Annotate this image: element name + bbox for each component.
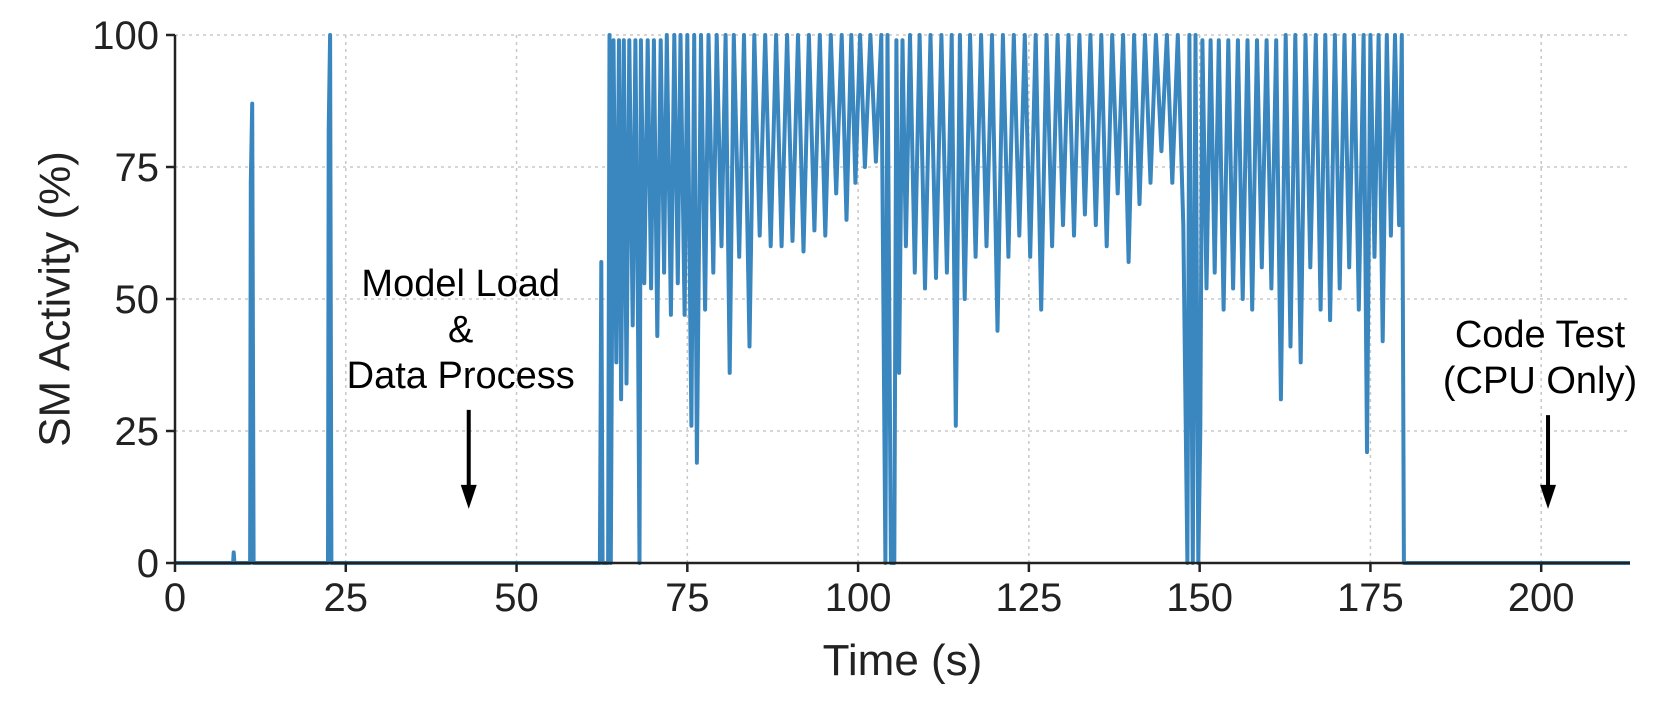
x-tick-label: 100 [825,576,892,620]
y-tick-label: 0 [137,542,159,586]
axes [166,33,1630,572]
y-axis-title: SM Activity (%) [31,151,80,447]
x-axis-title: Time (s) [823,636,983,685]
x-tick-label: 0 [164,576,186,620]
x-tick-label: 200 [1508,576,1575,620]
annotation-arrowhead [1540,484,1557,509]
tick-labels: 0 25 50 75 100 125 150 175 200 0 25 50 75 100 [92,14,1574,620]
x-tick-label: 75 [665,576,710,620]
annotations: Model Load&Data Process Code Test(CPU Onl… [347,263,1637,509]
annotation-text: Code Test [1455,314,1626,356]
annotation-arrowhead [460,484,477,509]
x-tick-label: 25 [324,576,369,620]
x-tick-label: 125 [995,576,1062,620]
x-tick-label: 150 [1166,576,1233,620]
annotation-text: & [448,309,473,351]
y-tick-label: 75 [115,146,160,190]
y-tick-label: 25 [115,410,160,454]
annotation-text: (CPU Only) [1443,360,1637,402]
annotation-text: Data Process [347,355,575,397]
y-tick-label: 100 [92,14,159,58]
series-layer [175,33,1630,565]
annotation-text: Model Load [361,263,560,305]
x-tick-label: 50 [494,576,539,620]
y-tick-label: 50 [115,278,160,322]
series-line [175,33,1630,565]
x-tick-label: 175 [1337,576,1404,620]
